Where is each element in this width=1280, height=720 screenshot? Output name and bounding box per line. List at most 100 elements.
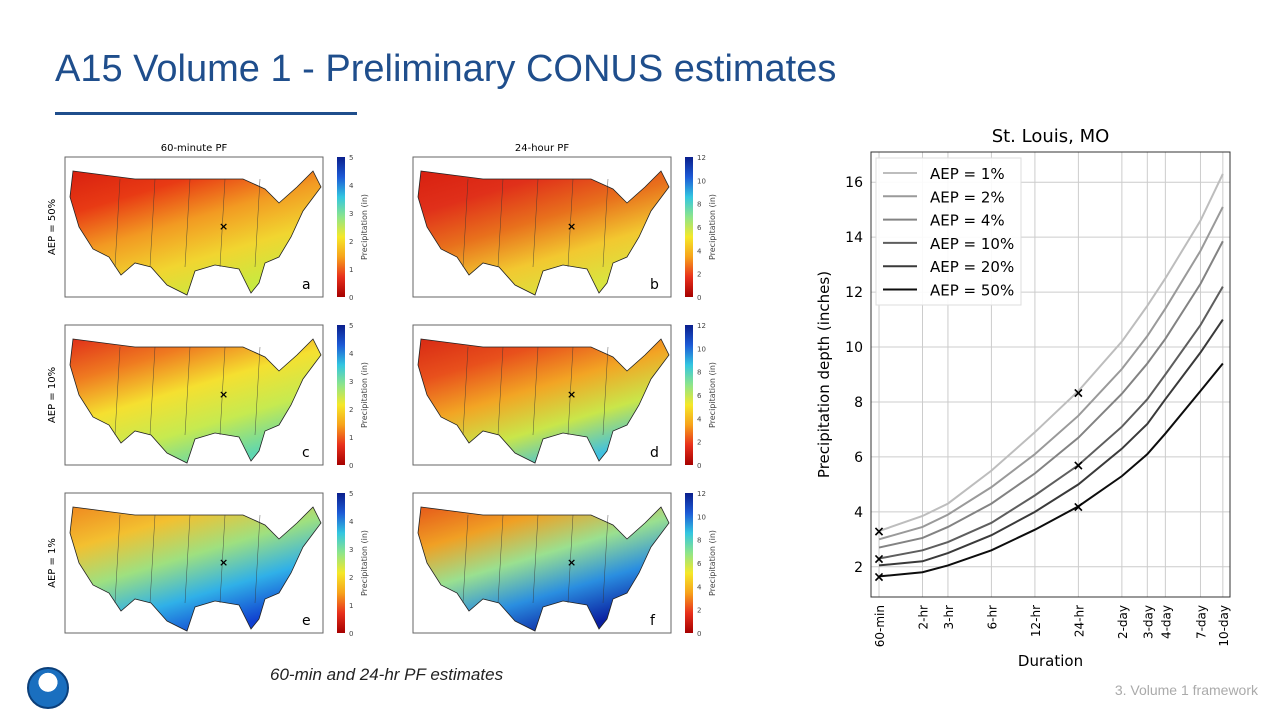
colorbar-tick: 2 (697, 439, 701, 447)
conus-map (417, 506, 670, 632)
state-border (567, 514, 574, 604)
legend-label: AEP = 4% (930, 212, 1005, 230)
colorbar-tick: 3 (349, 546, 353, 554)
legend-label: AEP = 20% (930, 258, 1014, 276)
state-border (602, 178, 609, 268)
colorbar-tick: 5 (349, 154, 353, 162)
colorbar (337, 325, 345, 465)
state-border (497, 346, 504, 436)
state-border (114, 178, 121, 268)
colorbar-tick: 2 (697, 607, 701, 615)
state-border (497, 178, 504, 268)
colorbar-tick: 1 (349, 266, 353, 274)
colorbar-tick: 8 (697, 201, 701, 209)
legend-label: AEP = 50% (930, 282, 1014, 300)
y-tick-label: 16 (845, 175, 863, 191)
colorbar-tick: 12 (697, 490, 706, 498)
map-row-label: AEP = 1% (47, 538, 58, 588)
slide-title: A15 Volume 1 - Preliminary CONUS estimat… (55, 48, 837, 90)
x-tick-label: 6-hr (985, 605, 999, 630)
state-border (532, 514, 539, 604)
panel-letter: b (650, 277, 659, 293)
colorbar-tick: 10 (697, 177, 706, 185)
colorbar-tick: 10 (697, 513, 706, 521)
map-row-label: AEP = 10% (47, 367, 58, 423)
state-border (602, 514, 609, 604)
series-line (878, 240, 1224, 549)
state-border (219, 346, 226, 436)
colorbar-label: Precipitation (in) (360, 194, 369, 260)
y-tick-label: 12 (845, 285, 863, 301)
state-border (567, 346, 574, 436)
state-border (602, 346, 609, 436)
x-marker: × (1073, 458, 1085, 474)
x-marker: × (1073, 385, 1085, 401)
state-border (184, 178, 191, 268)
state-border (254, 178, 261, 268)
colorbar-tick: 0 (697, 462, 701, 470)
state-border (184, 346, 191, 436)
colorbar-tick: 0 (697, 294, 701, 302)
state-border (532, 178, 539, 268)
series-line (878, 286, 1224, 560)
x-axis-label: Duration (1018, 652, 1083, 670)
map-panels: 60-minute PF 24-hour PF AEP = 50% AEP = 10%… (47, 143, 717, 638)
idf-chart: St. Louis, MO 2 4 6 8 10 12 14 16 60-min 2-hr 3-hr 6… (815, 126, 1231, 670)
map-panel-a: ×a (64, 156, 324, 298)
map-column-title: 24-hour PF (515, 143, 569, 154)
x-tick-label: 7-day (1194, 605, 1208, 639)
section-footer: 3. Volume 1 framework (1114, 682, 1258, 698)
colorbar-label: Precipitation (in) (708, 194, 717, 260)
x-tick-label: 10-day (1217, 605, 1231, 647)
map-column-title: 60-minute PF (161, 143, 228, 154)
colorbar-tick: 3 (349, 210, 353, 218)
state-border (149, 178, 156, 268)
map-panel-c: ×c (64, 324, 324, 466)
colorbar-label: Precipitation (in) (708, 362, 717, 428)
y-tick-label: 6 (854, 450, 863, 466)
conus-map (417, 170, 670, 296)
colorbar-label: Precipitation (in) (360, 530, 369, 596)
st-louis-marker: × (567, 388, 576, 401)
state-border (254, 346, 261, 436)
state-border (462, 178, 469, 268)
y-tick-label: 14 (845, 230, 863, 246)
colorbar (337, 493, 345, 633)
state-border (462, 346, 469, 436)
colorbar-tick: 0 (349, 630, 353, 638)
x-marker: × (873, 524, 885, 540)
series-line (878, 206, 1224, 541)
colorbar-tick: 6 (697, 224, 702, 232)
series-line (878, 362, 1224, 578)
colorbar (337, 157, 345, 297)
x-tick-label: 2-hr (917, 605, 931, 630)
state-border (149, 514, 156, 604)
state-border (114, 514, 121, 604)
figure-caption: 60-min and 24-hr PF estimates (270, 665, 504, 684)
colorbar-tick: 4 (697, 247, 702, 255)
x-tick-label: 3-day (1141, 605, 1155, 639)
colorbar-tick: 10 (697, 345, 706, 353)
y-tick-label: 4 (854, 505, 863, 521)
conus-map (69, 170, 322, 296)
legend-label: AEP = 1% (930, 165, 1005, 183)
map-panel-d: ×d (412, 324, 672, 466)
colorbar-tick: 1 (349, 434, 353, 442)
colorbar-tick: 2 (349, 406, 353, 414)
colorbar-tick: 0 (697, 630, 701, 638)
x-tick-label: 3-hr (942, 605, 956, 630)
x-tick-label: 12-hr (1029, 605, 1043, 637)
y-tick-label: 2 (854, 560, 863, 576)
legend-label: AEP = 2% (930, 188, 1005, 206)
colorbar-tick: 2 (697, 271, 701, 279)
series-line (878, 319, 1224, 567)
st-louis-marker: × (219, 388, 228, 401)
colorbar-tick: 4 (697, 583, 702, 591)
panel-letter: a (302, 277, 311, 293)
colorbar (685, 493, 693, 633)
x-tick-label: 4-day (1159, 605, 1173, 639)
state-border (462, 514, 469, 604)
state-border (219, 178, 226, 268)
state-border (497, 514, 504, 604)
conus-map (417, 338, 670, 464)
